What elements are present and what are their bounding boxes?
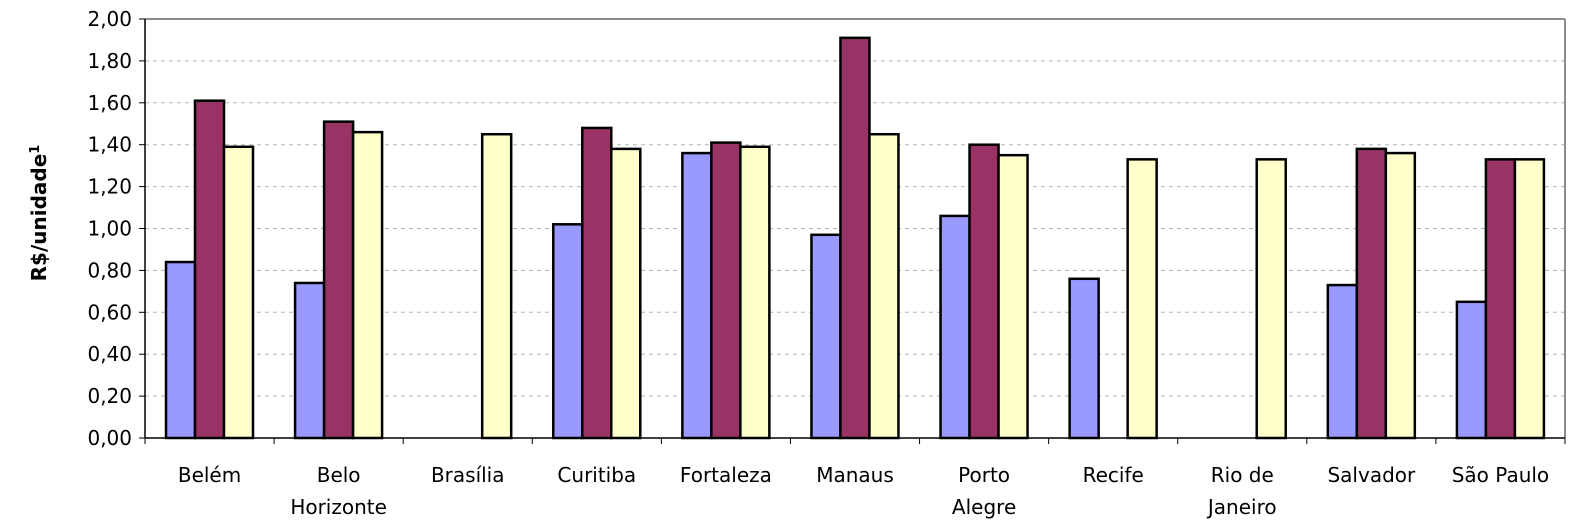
- y-tick-label: 1,80: [87, 49, 132, 73]
- y-tick-label: 0,80: [87, 258, 132, 282]
- x-category-label: Manaus: [816, 463, 894, 487]
- bar: [1513, 158, 1546, 440]
- bar: [997, 153, 1029, 440]
- y-tick-label: 0,00: [87, 426, 132, 450]
- axes: [139, 18, 1566, 444]
- x-category-label: Belo Horizonte: [290, 463, 387, 519]
- bar: [322, 120, 355, 440]
- bar: [552, 223, 584, 440]
- bar: [610, 147, 642, 440]
- bar: [164, 260, 197, 440]
- bars: [164, 36, 1546, 440]
- x-category-label: Recife: [1083, 463, 1144, 487]
- y-axis-label: R$/unidade1: [27, 145, 51, 282]
- x-category-label: Salvador: [1327, 463, 1416, 487]
- bar: [1255, 158, 1287, 440]
- bar: [480, 132, 513, 440]
- x-category-label: Curitiba: [557, 463, 636, 487]
- bar: [868, 132, 900, 440]
- bar: [1355, 147, 1388, 440]
- bar: [681, 151, 713, 440]
- bar: [222, 145, 255, 440]
- y-tick-label: 0,60: [87, 300, 132, 324]
- x-category-label: Rio de Janeiro: [1206, 463, 1277, 519]
- bar: [739, 145, 771, 440]
- bar: [293, 281, 326, 440]
- x-category-label: Porto Alegre: [952, 463, 1016, 519]
- y-axis-label-superscript: 1: [28, 145, 43, 154]
- x-category-label: Belém: [178, 463, 241, 487]
- y-tick-label: 1,00: [87, 217, 132, 241]
- bar: [351, 130, 384, 440]
- bar: [193, 99, 226, 440]
- y-tick-label: 1,60: [87, 91, 132, 115]
- bar: [939, 214, 971, 440]
- bar: [839, 36, 871, 440]
- bar: [810, 233, 842, 440]
- bar: [710, 141, 742, 440]
- y-tick-label: 2,00: [87, 7, 132, 31]
- bar: [1484, 158, 1517, 440]
- bar: [1384, 151, 1417, 440]
- x-category-label: São Paulo: [1452, 463, 1549, 487]
- x-category-label: Brasília: [431, 463, 505, 487]
- y-tick-label: 1,20: [87, 175, 132, 199]
- bar: [1068, 277, 1100, 440]
- bar: [581, 126, 613, 440]
- bar: [1326, 283, 1359, 440]
- y-tick-label: 1,40: [87, 133, 132, 157]
- bar: [1126, 158, 1158, 440]
- y-tick-label: 0,40: [87, 342, 132, 366]
- bar: [1455, 300, 1488, 440]
- y-tick-label: 0,20: [87, 384, 132, 408]
- bar: [968, 143, 1000, 440]
- y-tick-labels: 0,00 0,20 0,40 0,60 0,80 1,00 1,20 1,40 1,60 1,80…: [87, 7, 132, 450]
- x-category-label: Fortaleza: [680, 463, 772, 487]
- x-category-labels: Belém Belo Horizonte Brasília Curitiba Fortal…: [178, 463, 1549, 519]
